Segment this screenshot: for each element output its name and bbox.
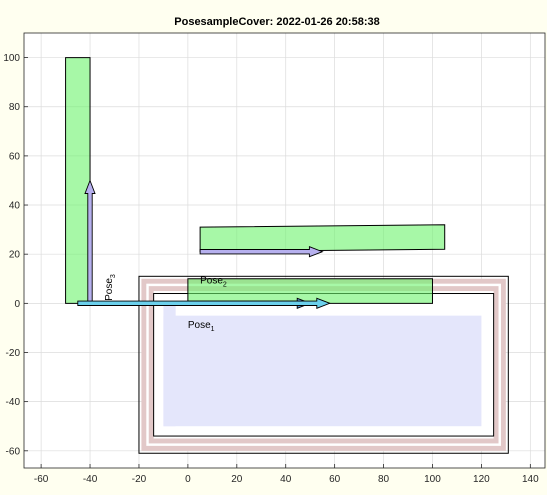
x-tick-label: -60 [34, 474, 49, 485]
heading-arrow [84, 179, 96, 304]
pose-label-subscript: 1 [211, 326, 215, 333]
axes-frame [23, 32, 546, 469]
y-tick-label: 80 [9, 102, 21, 113]
tick-labels: -60 -40 -20 0 20 40 60 80 100 120 140 -60 -40 -20 0 20 4… [3, 53, 539, 485]
chart-title: PosesampleCover: 2022-01-26 20:58:38 [174, 16, 379, 28]
y-tick-label: 100 [3, 53, 20, 64]
pose-label-subscript: 3 [110, 274, 117, 278]
pose-footprint [187, 278, 433, 304]
pose-label: Pose2 [200, 276, 227, 289]
pose-label: Pose3 [104, 274, 117, 301]
y-tick-label: 60 [9, 151, 21, 162]
cover-bands [141, 278, 506, 451]
y-tick-label: 0 [14, 299, 20, 310]
pose-footprint [199, 224, 446, 253]
pose-label-base: Pose [200, 276, 223, 287]
pose-label-subscript: 2 [223, 282, 227, 289]
x-tick-label: 120 [473, 474, 490, 485]
heading-arrows [77, 179, 332, 309]
x-tick-label: 60 [329, 474, 341, 485]
x-tick-label: 40 [280, 474, 292, 485]
cover-band [163, 315, 482, 427]
x-tick-label: 140 [522, 474, 539, 485]
y-tick-label: -40 [6, 397, 21, 408]
y-tick-label: 40 [9, 201, 21, 212]
x-tick-label: 0 [185, 474, 191, 485]
pose-label-base: Pose [188, 320, 211, 331]
pose-footprints [65, 57, 446, 304]
outer-boundary-box [138, 275, 509, 454]
x-tick-label: -40 [83, 474, 98, 485]
x-tick-label: 100 [424, 474, 441, 485]
heading-arrow [77, 297, 332, 309]
pose-label: Pose1 [188, 320, 215, 333]
x-tick-label: 20 [231, 474, 243, 485]
x-tick-label: -20 [132, 474, 147, 485]
y-tick-label: 20 [9, 250, 21, 261]
pose-footprint [65, 57, 91, 304]
y-tick-label: -20 [6, 348, 21, 359]
x-tick-label: 80 [378, 474, 390, 485]
heading-arrow [199, 246, 324, 258]
pose-label-base: Pose [104, 278, 115, 301]
cover-band [163, 303, 176, 427]
y-tick-label: -60 [6, 446, 21, 457]
